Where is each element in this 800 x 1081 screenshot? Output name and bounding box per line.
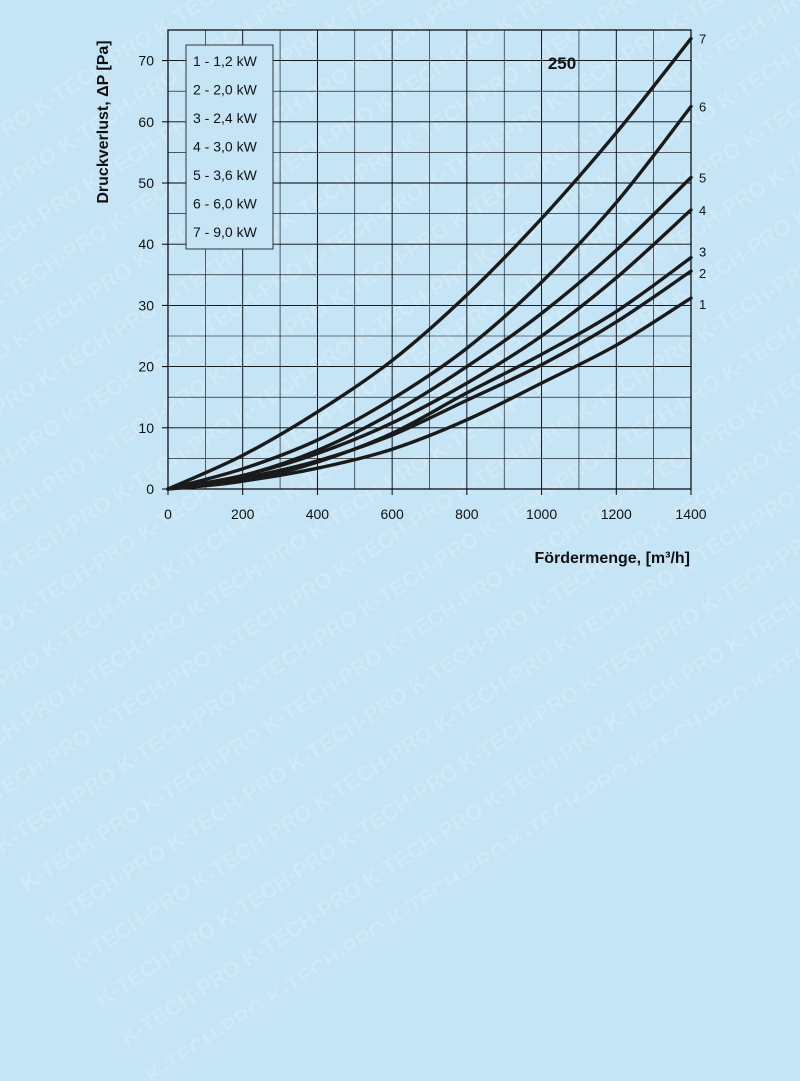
legend: 1 - 1,2 kW 2 - 2,0 kW 3 - 2,4 kW 4 - 3,0 kW…: [185, 44, 274, 250]
y-tick-label: 30: [138, 297, 154, 313]
series-lines: [166, 36, 693, 491]
y-axis-title: Druckverlust, ΔP [Pa]: [95, 40, 112, 203]
legend-background: [185, 44, 274, 250]
series-line-2: [166, 269, 693, 491]
legend-entry: 5 - 3,6 kW: [193, 167, 258, 183]
legend-entry: 6 - 6,0 kW: [193, 196, 258, 212]
y-tick-label: 50: [138, 175, 154, 191]
series-line-7: [166, 36, 693, 491]
x-tick-label: 400: [306, 506, 330, 522]
x-tick-label: 1400: [675, 506, 706, 522]
chart-title: 250: [548, 54, 576, 73]
chart: 0 200 400 600 800 1000 1200 1400 0 10 20 30 40 50 60 7…: [95, 29, 707, 567]
series-label-4: 4: [699, 203, 706, 218]
y-tick-label: 0: [146, 481, 154, 497]
x-tick-label: 1000: [526, 506, 557, 522]
series-label-1: 1: [699, 297, 706, 312]
y-tick-label: 60: [138, 114, 154, 130]
series-label-6: 6: [699, 100, 706, 115]
y-tick-label: 40: [138, 236, 154, 252]
x-tick-label: 0: [164, 506, 172, 522]
x-tick-label: 1200: [601, 506, 632, 522]
series-line-6: [166, 104, 693, 491]
series-labels: 1 2 3 4 5 6 7: [699, 32, 706, 312]
series-label-2: 2: [699, 266, 706, 281]
x-tick-label: 600: [380, 506, 404, 522]
y-tick-label: 70: [138, 53, 154, 69]
y-tick-label: 10: [138, 420, 154, 436]
series-line-3: [166, 255, 693, 491]
x-axis-ticks: 0 200 400 600 800 1000 1200 1400: [164, 489, 707, 522]
legend-entry: 2 - 2,0 kW: [193, 82, 258, 98]
series-label-5: 5: [699, 170, 706, 185]
series-label-3: 3: [699, 245, 706, 260]
x-tick-label: 200: [231, 506, 255, 522]
legend-entry: 3 - 2,4 kW: [193, 110, 258, 126]
series-line-5: [166, 175, 693, 491]
legend-entry: 7 - 9,0 kW: [193, 224, 258, 240]
legend-entry: 1 - 1,2 kW: [193, 53, 258, 69]
x-axis-title: Fördermenge, [m³/h]: [534, 550, 690, 567]
x-tick-label: 800: [455, 506, 479, 522]
series-label-7: 7: [699, 32, 706, 47]
y-tick-label: 20: [138, 359, 154, 375]
legend-entry: 4 - 3,0 kW: [193, 139, 258, 155]
y-axis-ticks: 0 10 20 30 40 50 60 70: [138, 53, 168, 497]
